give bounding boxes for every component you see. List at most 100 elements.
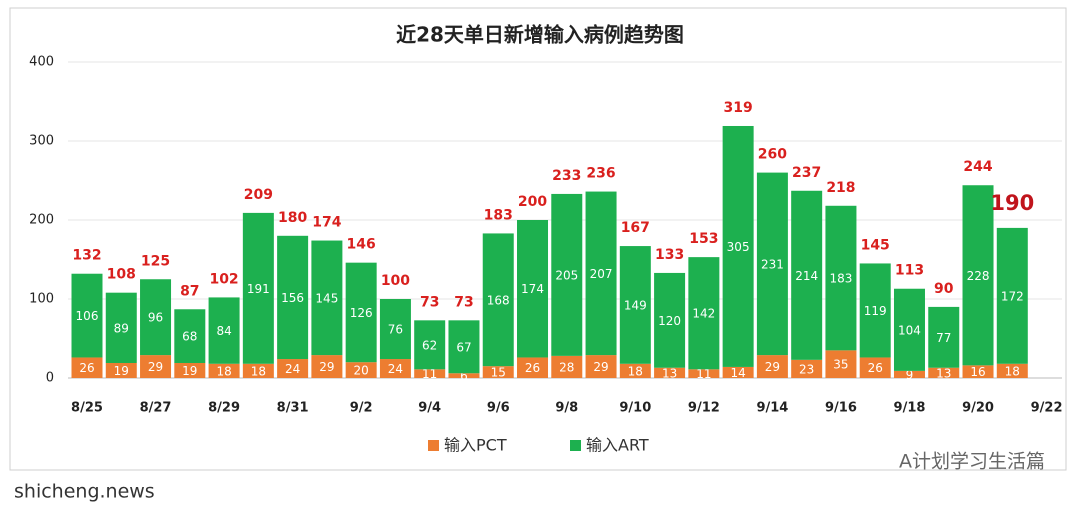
bar-segment (311, 355, 343, 378)
x-tick-label: 9/6 (487, 401, 510, 416)
bar-segment (893, 288, 925, 371)
total-label: 218 (826, 180, 855, 196)
bar-segment (517, 220, 549, 358)
bar-segment (791, 359, 823, 378)
bar-value-label: 183 (829, 272, 852, 286)
total-label: 190 (990, 191, 1034, 215)
bar-value-label: 29 (319, 360, 334, 374)
total-label: 113 (895, 263, 924, 279)
bar-segment (105, 362, 137, 378)
y-tick-label: 200 (29, 213, 54, 228)
bar-segment (859, 357, 891, 378)
total-label: 73 (454, 294, 473, 310)
bar-value-label: 29 (148, 360, 163, 374)
total-label: 237 (792, 165, 821, 181)
legend-swatch (428, 440, 439, 451)
bar-segment (208, 297, 240, 364)
bar-value-label: 11 (422, 367, 437, 381)
bar-segment (551, 355, 583, 378)
x-tick-label: 8/31 (277, 401, 309, 416)
bar-value-label: 19 (114, 364, 129, 378)
total-label: 174 (312, 215, 341, 231)
bar-value-label: 172 (1001, 289, 1024, 303)
bar-segment (242, 212, 274, 364)
bar-value-label: 9 (906, 368, 914, 382)
x-tick-label: 9/12 (688, 401, 720, 416)
bar-segment (688, 257, 720, 370)
total-label: 200 (518, 194, 547, 210)
bar-segment (517, 357, 549, 378)
bar-segment (414, 369, 446, 378)
total-label: 146 (347, 237, 376, 253)
total-label: 132 (72, 248, 101, 264)
x-tick-label: 9/18 (894, 401, 926, 416)
bar-value-label: 67 (456, 340, 471, 354)
bar-value-label: 26 (868, 361, 883, 375)
bar-value-label: 23 (799, 362, 814, 376)
total-label: 100 (381, 273, 410, 289)
legend-label: 输入PCT (444, 436, 507, 455)
bar-segment (619, 363, 651, 378)
legend-swatch (570, 440, 581, 451)
bar-segment (71, 357, 103, 378)
bar-segment (893, 370, 925, 378)
bar-value-label: 214 (795, 269, 818, 283)
bar-value-label: 24 (285, 362, 300, 376)
x-tick-label: 9/22 (1031, 401, 1063, 416)
bar-segment (962, 365, 994, 378)
bar-value-label: 205 (555, 268, 578, 282)
total-label: 244 (963, 159, 992, 175)
bar-segment (105, 292, 137, 363)
bar-value-label: 29 (593, 360, 608, 374)
total-label: 102 (209, 271, 238, 287)
bar-segment (825, 350, 857, 378)
total-label: 145 (861, 237, 890, 253)
bar-value-label: 174 (521, 282, 544, 296)
total-label: 260 (758, 147, 787, 163)
bar-segment (140, 355, 172, 378)
bar-value-label: 76 (388, 323, 403, 337)
bar-value-label: 18 (628, 364, 643, 378)
source: shicheng.news (14, 481, 155, 503)
bar-segment (242, 363, 274, 378)
bar-segment (585, 191, 617, 356)
x-tick-label: 9/2 (350, 401, 373, 416)
bar-segment (482, 233, 514, 367)
bar-segment (619, 246, 651, 364)
bar-value-label: 20 (354, 364, 369, 378)
bar-segment (756, 172, 788, 356)
bar-value-label: 13 (662, 366, 677, 380)
bar-segment (928, 306, 960, 368)
bar-value-label: 62 (422, 338, 437, 352)
bar-segment (654, 367, 686, 378)
x-tick-label: 9/4 (418, 401, 441, 416)
x-tick-label: 8/25 (71, 401, 103, 416)
bar-value-label: 18 (1005, 364, 1020, 378)
bar-value-label: 156 (281, 291, 304, 305)
bar-segment (996, 227, 1028, 364)
total-label: 90 (934, 281, 954, 297)
bar-segment (791, 190, 823, 360)
bar-segment (277, 359, 309, 378)
bar-value-label: 29 (765, 360, 780, 374)
bar-segment (311, 240, 343, 356)
bar-value-label: 120 (658, 314, 681, 328)
bar-segment (859, 263, 891, 358)
total-label: 133 (655, 247, 684, 263)
bar-value-label: 84 (216, 324, 231, 338)
bar-segment (448, 320, 480, 374)
watermark: A计划学习生活篇 (899, 451, 1045, 473)
bar-value-label: 119 (864, 304, 887, 318)
bar-segment (140, 279, 172, 356)
bar-value-label: 77 (936, 331, 951, 345)
legend-label: 输入ART (586, 436, 649, 455)
bar-segment (379, 299, 411, 360)
bar-value-label: 126 (350, 306, 373, 320)
total-label: 73 (420, 294, 439, 310)
bar-value-label: 68 (182, 330, 197, 344)
bar-segment (722, 366, 754, 378)
bar-segment (208, 363, 240, 378)
bar-value-label: 19 (182, 364, 197, 378)
total-label: 180 (278, 210, 307, 226)
bar-segment (71, 273, 103, 358)
